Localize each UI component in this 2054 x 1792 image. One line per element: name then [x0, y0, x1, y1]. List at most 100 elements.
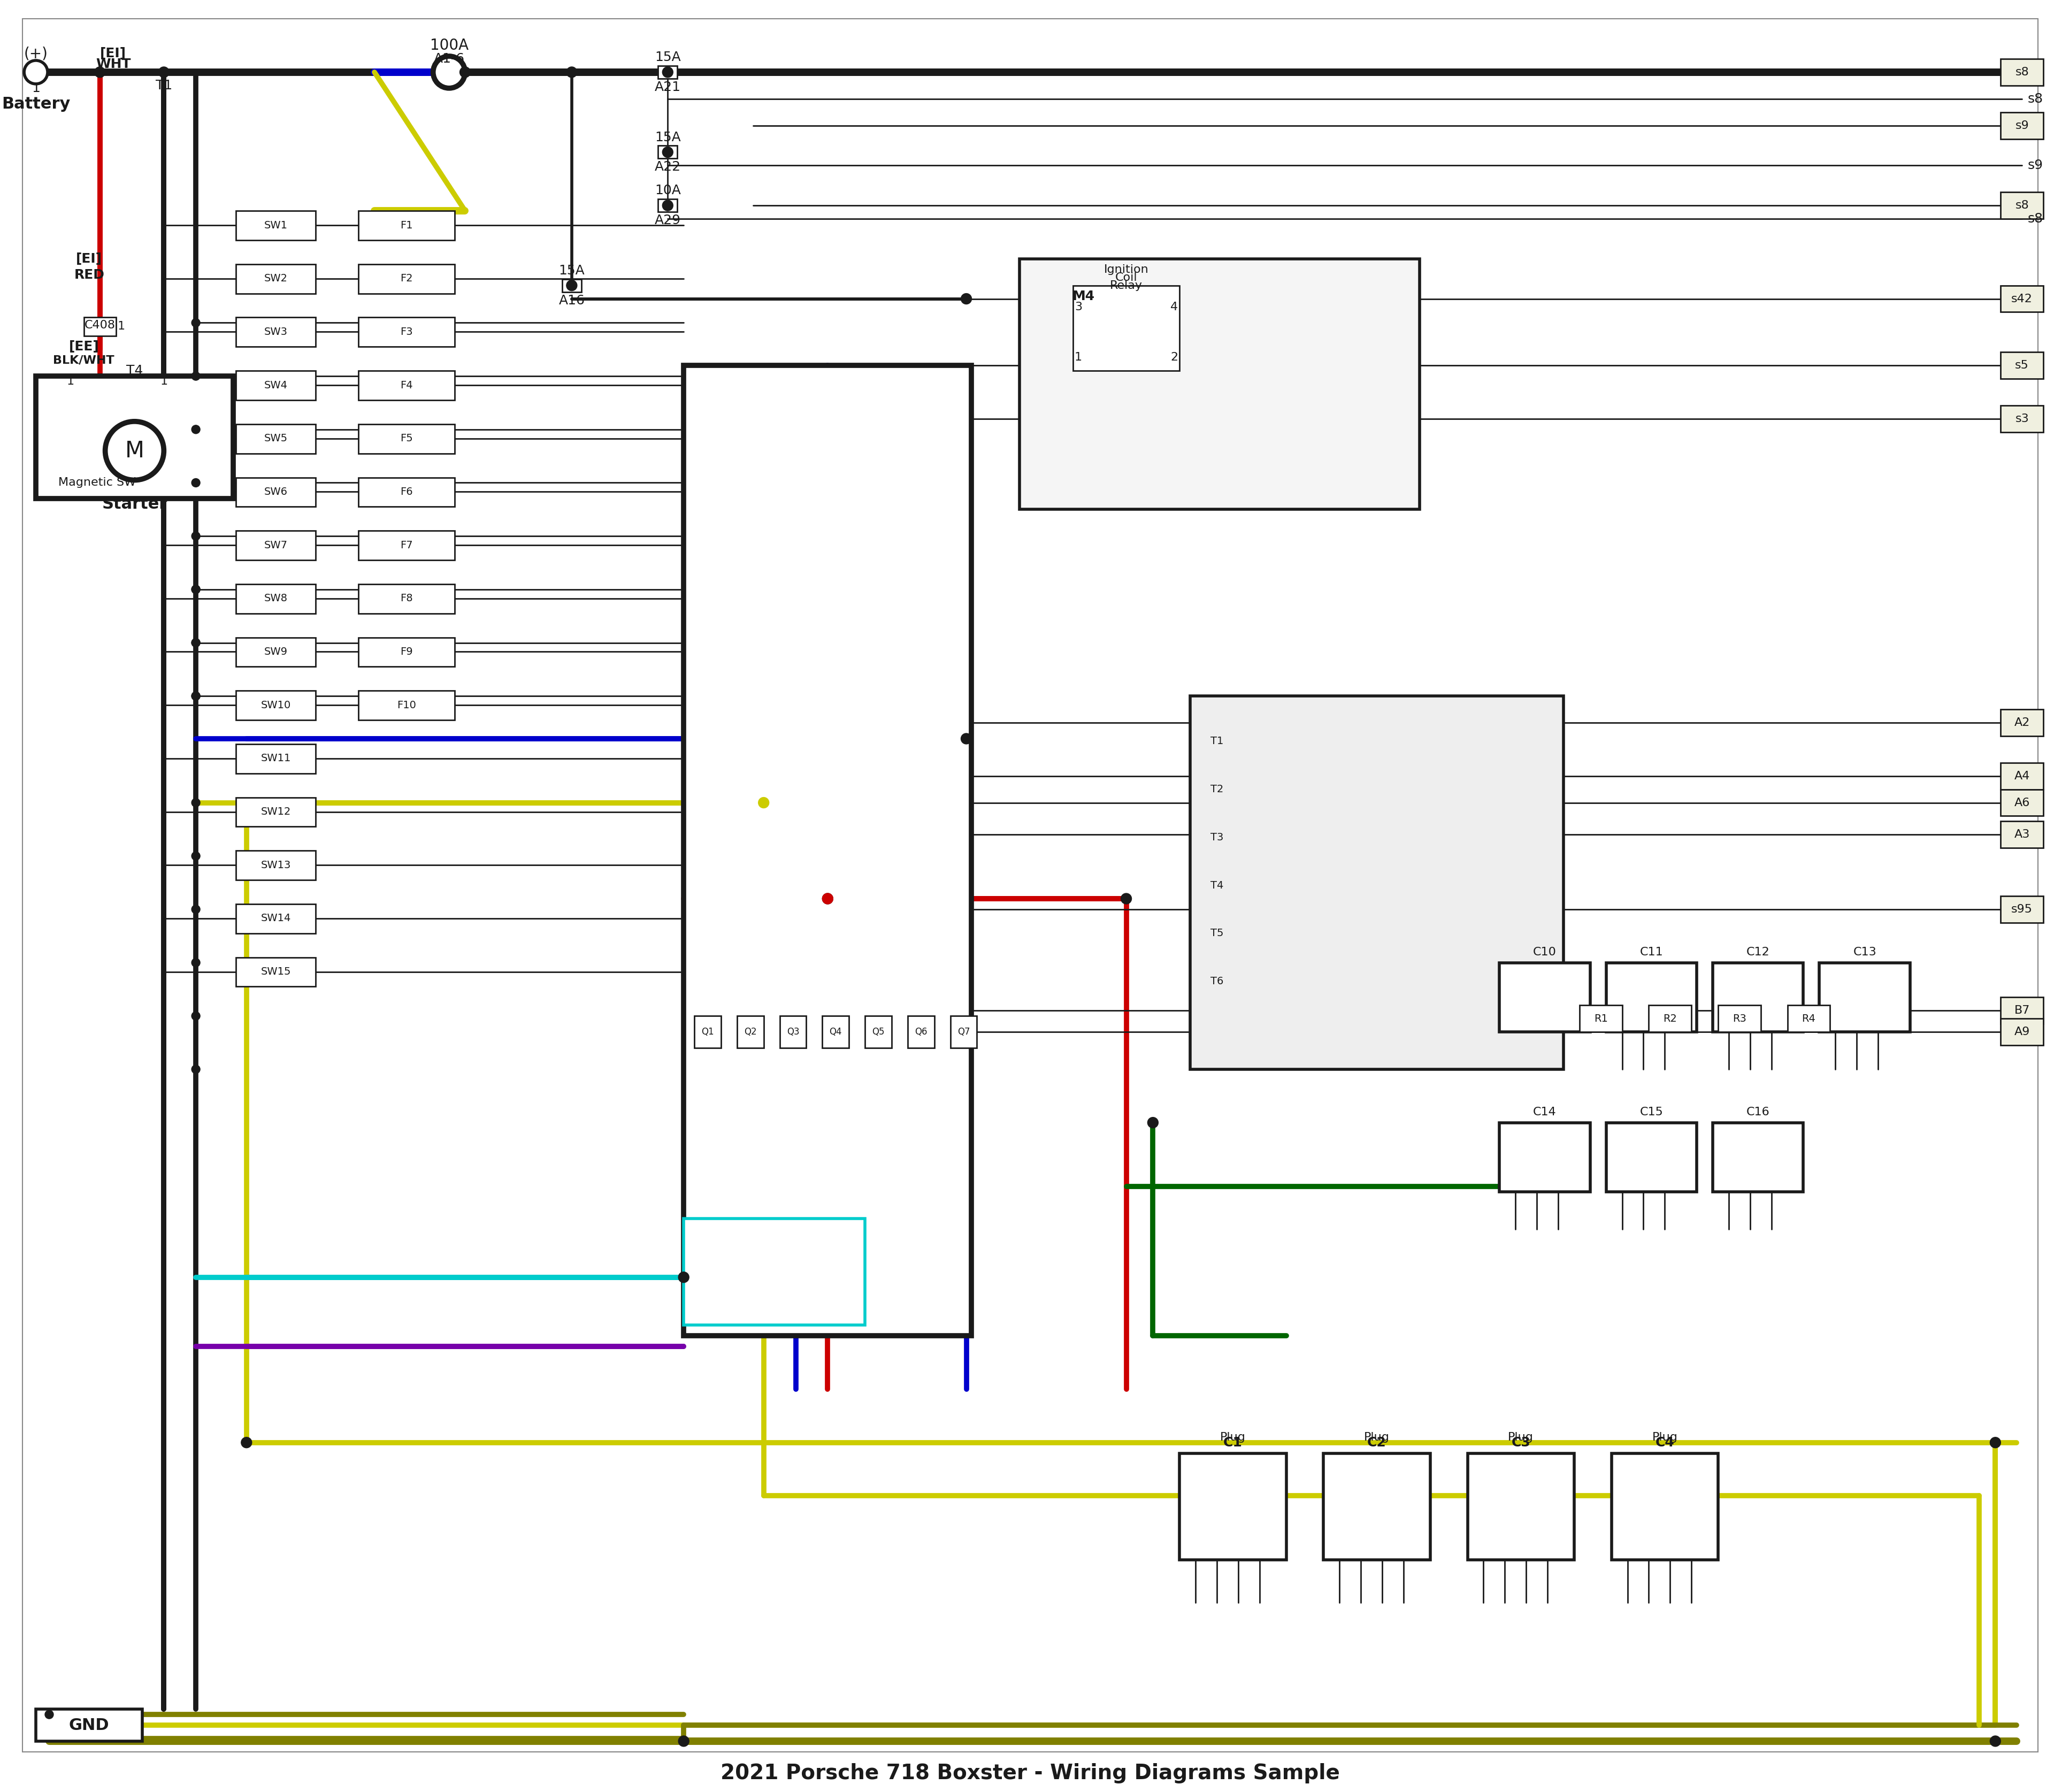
Bar [236, 797, 316, 826]
Circle shape [105, 421, 164, 480]
Text: A9: A9 [2015, 1027, 2029, 1038]
Bar [236, 957, 316, 987]
Circle shape [191, 851, 199, 860]
Text: s5: s5 [2015, 360, 2029, 371]
Text: R4: R4 [1801, 1014, 1816, 1023]
Bar [359, 317, 454, 348]
Circle shape [191, 638, 199, 647]
Text: T5: T5 [1210, 928, 1224, 939]
Text: Plug: Plug [1364, 1432, 1391, 1443]
Text: Q4: Q4 [830, 1027, 842, 1038]
Text: F8: F8 [401, 593, 413, 604]
Circle shape [567, 280, 577, 290]
Text: A29: A29 [655, 213, 680, 228]
Circle shape [661, 147, 674, 158]
Bar [236, 638, 316, 667]
Circle shape [191, 959, 199, 968]
Text: C408: C408 [84, 321, 115, 332]
Bar [236, 530, 316, 561]
Circle shape [1121, 894, 1132, 903]
Bar [2001, 405, 2044, 432]
Bar [2001, 896, 2044, 923]
Bar [2001, 710, 2044, 737]
Bar [1499, 1122, 1590, 1192]
Text: A22: A22 [655, 161, 680, 174]
Text: A6: A6 [2015, 797, 2029, 808]
Text: Magnetic SW: Magnetic SW [58, 477, 136, 487]
Circle shape [460, 66, 470, 77]
Text: 1: 1 [31, 82, 41, 95]
Bar [1713, 962, 1803, 1032]
Bar [236, 317, 316, 348]
Circle shape [94, 66, 105, 77]
Bar [236, 477, 316, 507]
Text: T1: T1 [1210, 737, 1224, 747]
Text: 10A: 10A [655, 185, 680, 197]
Bar [2001, 998, 2044, 1023]
Text: 100A: 100A [429, 38, 468, 54]
Circle shape [240, 1437, 253, 1448]
Bar [951, 1016, 978, 1048]
Bar [359, 477, 454, 507]
Circle shape [191, 373, 199, 380]
Circle shape [191, 905, 199, 914]
Circle shape [191, 692, 199, 701]
Text: C13: C13 [1853, 946, 1877, 957]
Bar [359, 690, 454, 720]
Bar [359, 263, 454, 294]
Text: Plug: Plug [1220, 1432, 1245, 1443]
Text: Ignition: Ignition [1103, 263, 1148, 274]
Bar [1179, 1453, 1286, 1559]
Circle shape [678, 1272, 688, 1283]
Text: F1: F1 [401, 220, 413, 231]
Text: C4: C4 [1656, 1435, 1674, 1450]
Text: R2: R2 [1664, 1014, 1676, 1023]
Bar [1820, 962, 1910, 1032]
Circle shape [191, 425, 199, 434]
Text: [EE]: [EE] [68, 340, 99, 353]
Text: Q5: Q5 [873, 1027, 885, 1038]
Circle shape [1148, 1116, 1158, 1127]
Circle shape [191, 1012, 199, 1020]
Circle shape [191, 586, 199, 593]
Bar [236, 584, 316, 613]
Text: WHT: WHT [97, 57, 131, 70]
Circle shape [822, 894, 834, 903]
Text: Q3: Q3 [787, 1027, 799, 1038]
Text: Q1: Q1 [700, 1027, 715, 1038]
Bar [1787, 1005, 1830, 1032]
Bar [908, 1016, 935, 1048]
Circle shape [25, 61, 47, 84]
Bar [236, 903, 316, 934]
Text: 1: 1 [66, 376, 74, 387]
Text: s9: s9 [2015, 120, 2029, 131]
Text: SW13: SW13 [261, 860, 292, 871]
Text: SW6: SW6 [265, 487, 288, 496]
Bar [236, 371, 316, 400]
Text: 2021 Porsche 718 Boxster - Wiring Diagrams Sample: 2021 Porsche 718 Boxster - Wiring Diagra… [721, 1763, 1339, 1783]
Circle shape [822, 894, 834, 903]
Bar [359, 638, 454, 667]
Text: B7: B7 [2015, 1005, 2029, 1016]
Bar [737, 1016, 764, 1048]
Bar [236, 851, 316, 880]
Bar [2001, 1018, 2044, 1045]
Text: Coil: Coil [1115, 272, 1138, 283]
Bar [563, 280, 581, 292]
Text: 15A: 15A [655, 50, 680, 65]
Text: C14: C14 [1532, 1107, 1557, 1116]
Bar [1612, 1453, 1717, 1559]
Text: SW7: SW7 [265, 539, 288, 550]
Circle shape [678, 1736, 688, 1747]
Bar [359, 425, 454, 453]
Circle shape [191, 1064, 199, 1073]
Text: s42: s42 [2011, 294, 2033, 305]
Bar [2001, 59, 2044, 86]
Bar [1606, 1122, 1697, 1192]
Text: F10: F10 [396, 701, 417, 710]
Text: A21: A21 [655, 81, 680, 93]
Text: 3: 3 [1074, 301, 1082, 312]
Bar [359, 371, 454, 400]
Circle shape [1990, 1736, 2001, 1747]
Bar [1467, 1453, 1573, 1559]
